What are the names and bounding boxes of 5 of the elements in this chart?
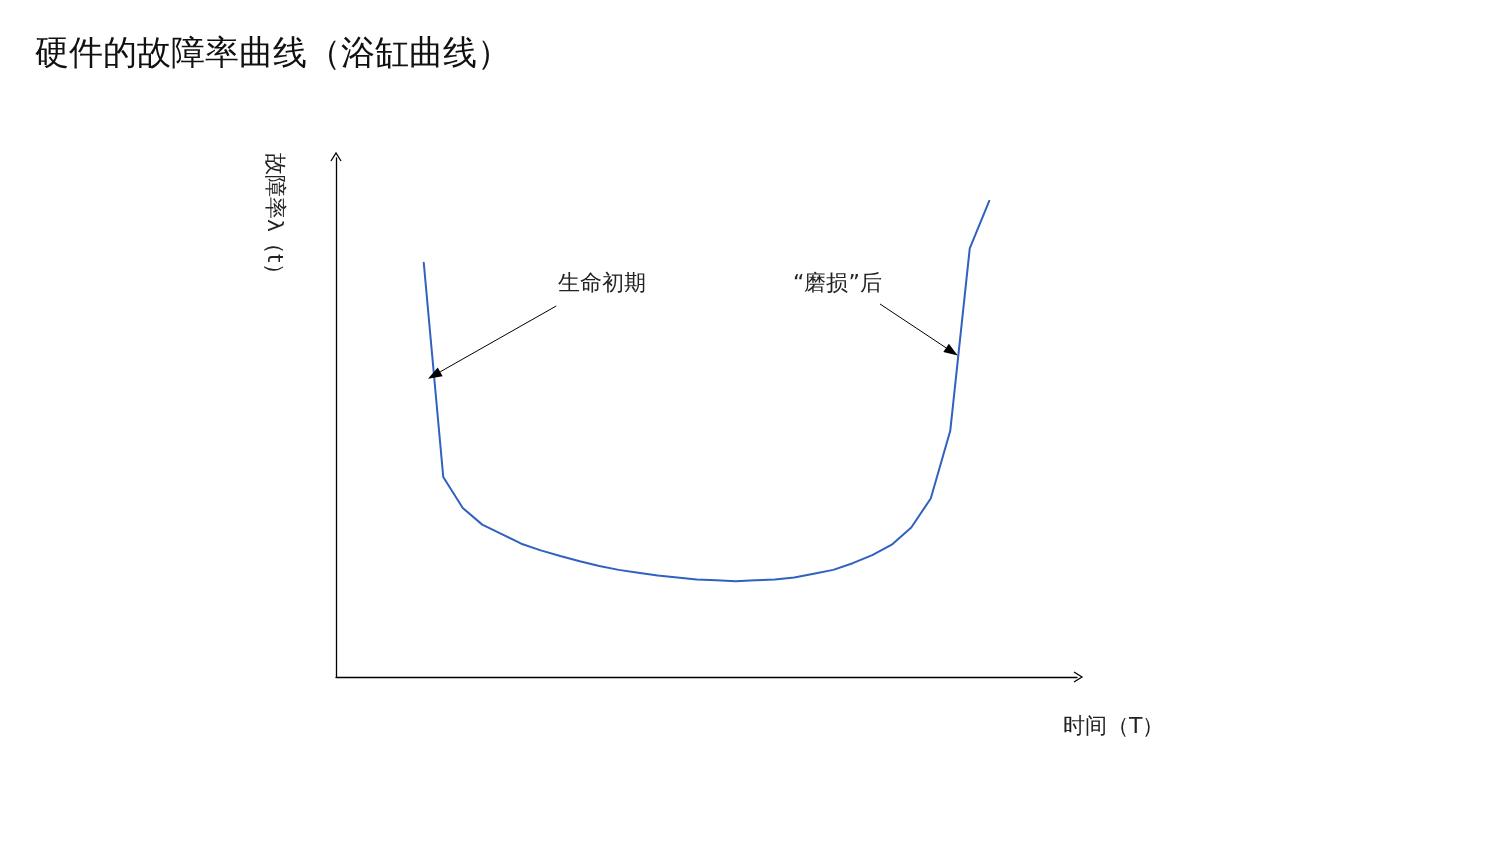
y-axis-title: 故障率λ（t）: [262, 153, 288, 285]
x-axis-title: 时间（T）: [1063, 712, 1165, 738]
annotation: “磨损”后: [793, 269, 882, 295]
chart-title: 硬件的故障率曲线（浴缸曲线）: [35, 32, 511, 72]
annotation: 生命初期: [558, 269, 646, 295]
